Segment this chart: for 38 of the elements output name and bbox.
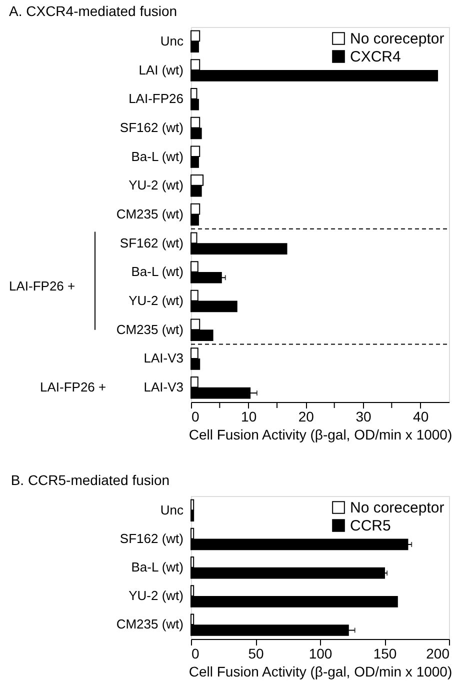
x-tick-label: 200 [426,646,450,662]
x-tick-label: 50 [248,646,264,662]
y-tick-label: Ba-L (wt) [131,148,184,164]
y-tick-label: SF162 (wt) [120,530,184,546]
y-tick-label: Unc [160,502,184,518]
y-tick-label: SF162 (wt) [120,120,184,135]
text: LAI-FP26 + [40,380,106,395]
y-tick-label: SF162 (wt) [120,235,184,250]
legend-label: CXCR4 [350,48,401,66]
y-tick-label: CM235 (wt) [116,616,184,632]
x-tick-label: 100 [308,646,332,662]
legend-label: CCR5 [350,518,391,534]
chart-title: B. CCR5-mediated fusion [10,472,170,488]
x-tick-label: 0 [192,646,200,662]
y-tick-label: Ba-L (wt) [131,560,184,574]
y-tick-label: LAI-FP26 [128,91,184,106]
y-tick-label: LAI (wt) [138,62,184,78]
x-tick-label: 0 [192,408,200,424]
legend-label: No coreceptor [350,500,444,516]
y-tick-label: YU-2 (wt) [128,588,184,604]
x-tick-label: 30 [356,408,372,424]
y-tick-label: YU-2 (wt) [128,293,184,308]
y-tick-label: CM235 (wt) [116,322,184,337]
y-tick-label: LAI-V3 [144,380,184,395]
x-tick-label: 150 [373,646,397,662]
y-tick-label: Ba-L (wt) [131,264,184,280]
x-tick-label: 10 [241,408,257,424]
legend-label: No coreceptor [350,30,444,48]
y-tick-label: Unc [160,33,184,48]
x-tick-label: 20 [298,408,314,424]
chart-title: A. CXCR4-mediated fusion [9,3,178,19]
y-tick-label: CM235 (wt) [116,206,184,222]
x-axis-title: Cell Fusion Activity (β-gal, OD/min x 1000) [188,426,452,442]
y-tick-label: LAI-V3 [144,350,184,366]
x-tick-label: 40 [413,408,429,424]
text: LAI-FP26 + [9,278,76,294]
x-axis-title: Cell Fusion Activity (β-gal, OD/min x 1000) [188,664,452,680]
y-tick-label: YU-2 (wt) [128,178,184,193]
